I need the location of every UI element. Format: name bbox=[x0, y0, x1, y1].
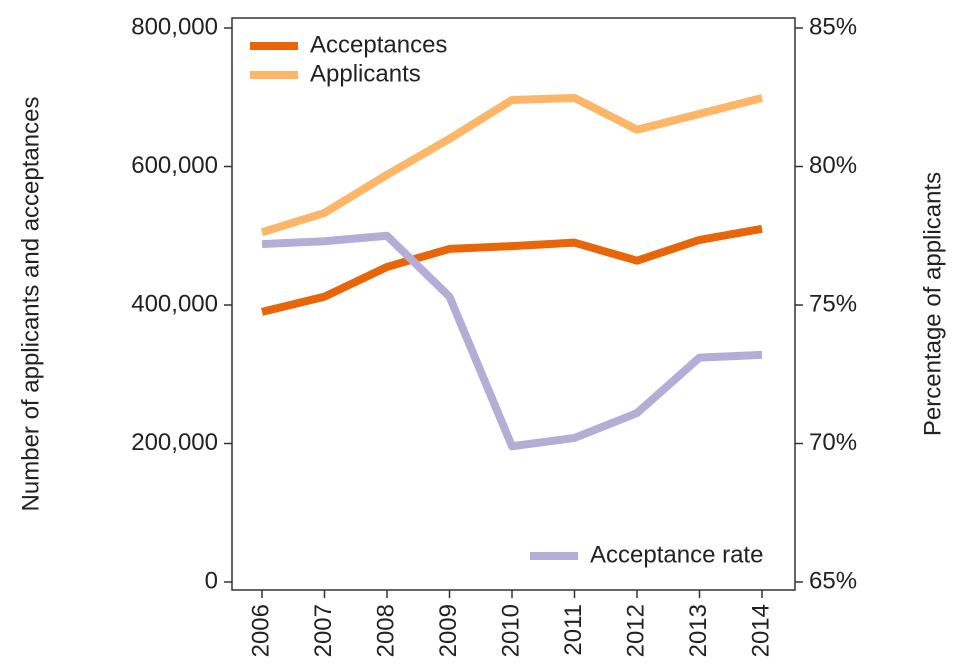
data-line bbox=[261, 224, 763, 316]
y2-tick-label: 70% bbox=[809, 429, 857, 456]
legend-label: Applicants bbox=[310, 60, 421, 87]
y2-axis-label: Percentage of applicants bbox=[919, 172, 946, 436]
y2-tick-label: 85% bbox=[809, 13, 857, 40]
x-tick-label: 2014 bbox=[747, 604, 774, 657]
x-tick-label: 2007 bbox=[310, 604, 337, 657]
y-tick-label: 800,000 bbox=[131, 13, 218, 40]
y-axis-label: Number of applicants and acceptances bbox=[17, 97, 44, 512]
legend-label: Acceptances bbox=[310, 31, 447, 58]
y-tick-label: 600,000 bbox=[131, 152, 218, 179]
x-tick-label: 2013 bbox=[685, 604, 712, 657]
x-tick-label: 2012 bbox=[622, 604, 649, 657]
y2-tick-label: 75% bbox=[809, 290, 857, 317]
legend-label: Acceptance rate bbox=[590, 541, 763, 568]
plot-frame bbox=[231, 17, 796, 591]
data-line bbox=[261, 231, 763, 451]
x-tick-label: 2008 bbox=[372, 604, 399, 657]
y-tick-label: 200,000 bbox=[131, 429, 218, 456]
x-tick-label: 2009 bbox=[435, 604, 462, 657]
y-tick-label: 400,000 bbox=[131, 290, 218, 317]
y2-tick-label: 80% bbox=[809, 152, 857, 179]
x-tick-label: 2006 bbox=[247, 604, 274, 657]
y-tick-label: 0 bbox=[205, 567, 218, 594]
data-line bbox=[260, 93, 763, 237]
x-tick-label: 2011 bbox=[560, 604, 587, 656]
y2-tick-label: 65% bbox=[809, 567, 857, 594]
x-tick-label: 2010 bbox=[497, 604, 524, 657]
